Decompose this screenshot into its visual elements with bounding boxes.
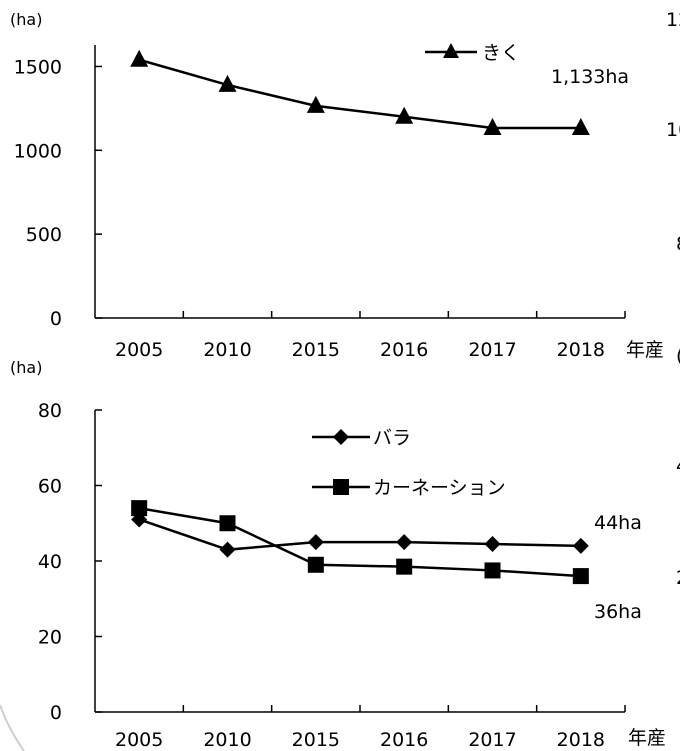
data-point bbox=[396, 558, 413, 575]
x-tick-label: 2016 bbox=[380, 729, 428, 751]
fragment-tick: 2 bbox=[676, 567, 680, 589]
data-point bbox=[571, 118, 590, 136]
background-frame-arc bbox=[0, 704, 25, 751]
x-tick-label: 2015 bbox=[292, 339, 340, 361]
fragment-glyph: ( bbox=[676, 345, 680, 367]
series-line bbox=[138, 518, 581, 551]
data-point bbox=[395, 106, 414, 124]
x-tick-label: 2015 bbox=[292, 729, 340, 751]
data-point bbox=[218, 74, 237, 92]
data-point bbox=[396, 534, 413, 551]
y-axis-unit-label: (ha) bbox=[10, 358, 42, 377]
x-axis-title: 年産 bbox=[626, 339, 664, 361]
background-fragment: 12 10 8 4 2 ( bbox=[666, 9, 680, 589]
y-tick-label: 0 bbox=[50, 308, 62, 330]
x-tick-label: 2018 bbox=[557, 339, 605, 361]
x-tick-label: 2010 bbox=[203, 729, 251, 751]
series-line bbox=[138, 506, 581, 578]
data-point bbox=[483, 118, 502, 136]
annotation-carnation-value: 36ha bbox=[594, 601, 642, 623]
y-tick-label: 40 bbox=[38, 551, 62, 573]
data-point bbox=[484, 536, 501, 553]
x-tick-label: 2010 bbox=[203, 339, 251, 361]
series-line bbox=[138, 58, 581, 130]
data-point bbox=[572, 537, 589, 554]
fragment-tick: 8 bbox=[676, 233, 680, 255]
legend-kiku: きく bbox=[425, 42, 520, 64]
y-tick-label: 1500 bbox=[14, 56, 62, 78]
data-point bbox=[572, 568, 589, 585]
y-axis-unit-label: (ha) bbox=[10, 10, 42, 29]
y-tick-label: 0 bbox=[50, 702, 62, 724]
data-point bbox=[219, 541, 236, 558]
data-point bbox=[484, 562, 501, 579]
data-point bbox=[307, 534, 324, 551]
legend-label-kiku: きく bbox=[482, 42, 520, 64]
legend-marker-carnation bbox=[333, 479, 349, 495]
x-tick-label: 2017 bbox=[468, 729, 516, 751]
data-point bbox=[306, 95, 325, 113]
x-axis-title: 年産 bbox=[628, 727, 666, 749]
legend-rose-carnation: バラ カーネーション bbox=[312, 427, 506, 499]
annotation-rose-value: 44ha bbox=[594, 512, 642, 534]
data-point bbox=[131, 511, 148, 528]
fragment-tick: 10 bbox=[666, 119, 680, 141]
legend-marker-rose bbox=[333, 429, 349, 445]
data-point bbox=[219, 515, 236, 532]
y-tick-label: 20 bbox=[38, 627, 62, 649]
x-tick-label: 2018 bbox=[557, 729, 605, 751]
fragment-tick: 12 bbox=[666, 9, 680, 31]
fragment-tick: 4 bbox=[676, 455, 680, 477]
data-point bbox=[131, 500, 148, 517]
y-tick-label: 500 bbox=[26, 224, 62, 246]
x-tick-label: 2017 bbox=[468, 339, 516, 361]
x-tick-label: 2005 bbox=[115, 729, 163, 751]
annotation-kiku-value: 1,133ha bbox=[551, 66, 629, 88]
legend-label-carnation: カーネーション bbox=[373, 477, 506, 499]
x-tick-label: 2005 bbox=[115, 339, 163, 361]
legend-marker-kiku bbox=[443, 43, 459, 58]
data-point bbox=[130, 49, 149, 67]
data-point bbox=[307, 556, 324, 573]
legend-label-rose: バラ bbox=[373, 427, 411, 449]
y-tick-label: 80 bbox=[38, 400, 62, 422]
y-tick-label: 60 bbox=[38, 476, 62, 498]
chart-kiku: (ha) 0 500 1000 1500 2005 2010 2015 2016 2017 20… bbox=[10, 10, 664, 361]
y-tick-label: 1000 bbox=[14, 140, 62, 162]
x-tick-label: 2016 bbox=[380, 339, 428, 361]
